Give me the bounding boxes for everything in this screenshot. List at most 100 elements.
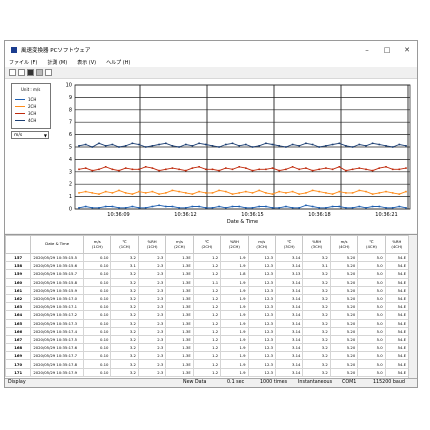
record-icon[interactable] bbox=[27, 69, 34, 76]
table-cell: 3.2 bbox=[110, 351, 139, 361]
table-row[interactable]: 161 2020/05/29 10:35:15.9 0.10 3.2 2.3 1.3E 1.… bbox=[5, 285, 410, 295]
table-cell: 5.20 bbox=[329, 359, 359, 369]
series-point bbox=[345, 192, 347, 194]
unit-select[interactable]: m/s ▼ bbox=[11, 131, 49, 139]
table-cell: 0.10 bbox=[83, 252, 112, 263]
table-row[interactable]: 168 2020/05/29 10:35:17.6 0.10 3.2 2.3 1.3E 1.… bbox=[5, 343, 410, 353]
column-header[interactable]: m/s (4CH) bbox=[329, 235, 359, 254]
table-cell: 1.9 bbox=[220, 252, 249, 263]
series-point bbox=[111, 168, 114, 171]
new-icon[interactable] bbox=[9, 69, 16, 76]
table-cell: 3.2 bbox=[110, 334, 139, 345]
table-row[interactable]: 157 2020/05/29 10:35:15.5 0.10 3.2 2.3 1.3E 1.… bbox=[5, 252, 410, 263]
table-row[interactable]: 169 2020/05/29 10:35:17.7 0.10 3.2 2.3 1.3E 1.… bbox=[5, 351, 410, 361]
table-cell: 2.3 bbox=[137, 293, 167, 304]
series-point bbox=[391, 192, 394, 194]
series-point bbox=[218, 146, 220, 148]
table-cell: 3.1 bbox=[302, 261, 331, 271]
series-point bbox=[118, 169, 120, 172]
series-point bbox=[265, 142, 267, 145]
table-row[interactable]: 158 2020/05/29 10:35:15.6 0.10 3.1 2.3 1.3E 1.… bbox=[5, 261, 410, 271]
row-index: 171 bbox=[5, 367, 32, 377]
series-point bbox=[358, 167, 361, 169]
table-row[interactable]: 165 2020/05/29 10:35:17.3 0.10 3.2 2.3 1.3E 1.… bbox=[5, 318, 410, 328]
print-icon[interactable] bbox=[45, 69, 52, 76]
series-point bbox=[178, 190, 180, 193]
column-header[interactable]: m/s (2CH) bbox=[165, 235, 194, 254]
table-cell: 3.2 bbox=[110, 310, 139, 320]
column-header[interactable]: m/s (3CH) bbox=[247, 235, 277, 254]
series-point bbox=[84, 143, 87, 146]
table-cell: 1.9 bbox=[220, 261, 249, 271]
table-cell: 54.E bbox=[384, 359, 410, 369]
maximize-icon[interactable]: □ bbox=[383, 45, 391, 54]
menu-measure[interactable]: 計測 (M) bbox=[47, 60, 68, 66]
table-cell: 3.14 bbox=[274, 351, 304, 361]
stop-icon[interactable] bbox=[36, 69, 43, 76]
column-header[interactable]: %RH (3CH) bbox=[302, 235, 331, 254]
column-header[interactable]: m/s (1CH) bbox=[83, 235, 112, 254]
table-cell: 0.10 bbox=[83, 269, 112, 279]
column-header[interactable]: %RH (2CH) bbox=[220, 235, 249, 254]
menu-view[interactable]: 表示 (V) bbox=[77, 60, 97, 66]
table-cell: 5.20 bbox=[329, 277, 359, 287]
close-icon[interactable]: ✕ bbox=[404, 45, 410, 54]
column-header[interactable]: Date & Time bbox=[30, 235, 85, 254]
series-point bbox=[305, 167, 307, 169]
table-cell: 3.14 bbox=[274, 252, 304, 263]
table-cell: 2.3 bbox=[137, 334, 167, 345]
table-header-row: Date & Time m/s (1CH) ℃ (1CH) %RH (1CH) m/s (2CH… bbox=[5, 235, 410, 254]
table-cell: 1.2 bbox=[192, 343, 222, 353]
series-point bbox=[265, 192, 267, 194]
column-header[interactable]: ℃ (3CH) bbox=[274, 235, 304, 254]
table-row[interactable]: 164 2020/05/29 10:35:17.2 0.10 3.2 2.3 1.3E 1.… bbox=[5, 310, 410, 320]
column-header[interactable]: ℃ (1CH) bbox=[110, 235, 139, 254]
row-timestamp: 2020/05/29 10:35:15.5 bbox=[30, 252, 85, 263]
menu-help[interactable]: ヘルプ (H) bbox=[106, 60, 131, 66]
series-point bbox=[345, 169, 347, 172]
series-point bbox=[198, 142, 200, 145]
column-header[interactable]: %RH (1CH) bbox=[137, 235, 167, 254]
column-header[interactable] bbox=[5, 235, 32, 254]
menu-bar: ファイル (F) 計測 (M) 表示 (V) ヘルプ (H) bbox=[5, 58, 417, 67]
row-index: 158 bbox=[5, 261, 32, 271]
table-row[interactable]: 171 2020/05/29 10:35:17.9 0.10 3.2 2.3 1.3E 1.… bbox=[5, 367, 410, 377]
table-cell: 1.2 bbox=[192, 293, 222, 304]
series-point bbox=[191, 145, 194, 147]
series-point bbox=[311, 169, 314, 172]
minimize-icon[interactable]: – bbox=[365, 45, 369, 54]
column-header[interactable]: ℃ (2CH) bbox=[192, 235, 222, 254]
row-index: 167 bbox=[5, 334, 32, 345]
row-index: 159 bbox=[5, 269, 32, 279]
legend-title: Unit : m/s bbox=[21, 87, 41, 92]
series-point bbox=[238, 192, 240, 194]
series-point bbox=[218, 205, 220, 208]
table-cell: 5.20 bbox=[329, 302, 359, 312]
series-point bbox=[138, 143, 140, 146]
series-point bbox=[325, 192, 327, 194]
column-header[interactable]: %RH (4CH) bbox=[384, 235, 410, 254]
series-point bbox=[278, 190, 280, 193]
y-tick-label: 3 bbox=[69, 169, 72, 175]
table-cell: 5.20 bbox=[329, 318, 359, 328]
menu-file[interactable]: ファイル (F) bbox=[9, 60, 38, 66]
series-point bbox=[205, 192, 207, 194]
table-row[interactable]: 167 2020/05/29 10:35:17.5 0.10 3.2 2.3 1.3E 1.… bbox=[5, 334, 410, 345]
vertical-scrollbar[interactable] bbox=[408, 235, 417, 380]
table-cell: 5.0 bbox=[357, 351, 386, 361]
y-tick-label: 10 bbox=[66, 83, 72, 89]
series-point bbox=[171, 167, 174, 169]
table-row[interactable]: 159 2020/05/29 10:35:15.7 0.10 3.2 2.3 1.3E 1.… bbox=[5, 269, 410, 279]
save-icon[interactable] bbox=[18, 69, 25, 76]
table-row[interactable]: 160 2020/05/29 10:35:15.8 0.10 3.2 2.3 1.3E 1.… bbox=[5, 277, 410, 287]
status-mode: Display bbox=[8, 380, 26, 385]
table-cell: 3.2 bbox=[302, 343, 331, 353]
table-row[interactable]: 162 2020/05/29 10:35:17.0 0.10 3.2 2.3 1.3E 1.… bbox=[5, 293, 410, 304]
column-header[interactable]: ℃ (4CH) bbox=[357, 235, 386, 254]
table-row[interactable]: 163 2020/05/29 10:35:17.1 0.10 3.2 2.3 1.3E 1.… bbox=[5, 302, 410, 312]
series-point bbox=[158, 204, 160, 207]
table-cell: 3.2 bbox=[110, 269, 139, 279]
table-row[interactable]: 166 2020/05/29 10:35:17.4 0.10 3.2 2.3 1.3E 1.… bbox=[5, 326, 410, 336]
series-point bbox=[251, 207, 254, 209]
table-row[interactable]: 170 2020/05/29 10:35:17.8 0.10 3.2 2.3 1.3E 1.… bbox=[5, 359, 410, 369]
